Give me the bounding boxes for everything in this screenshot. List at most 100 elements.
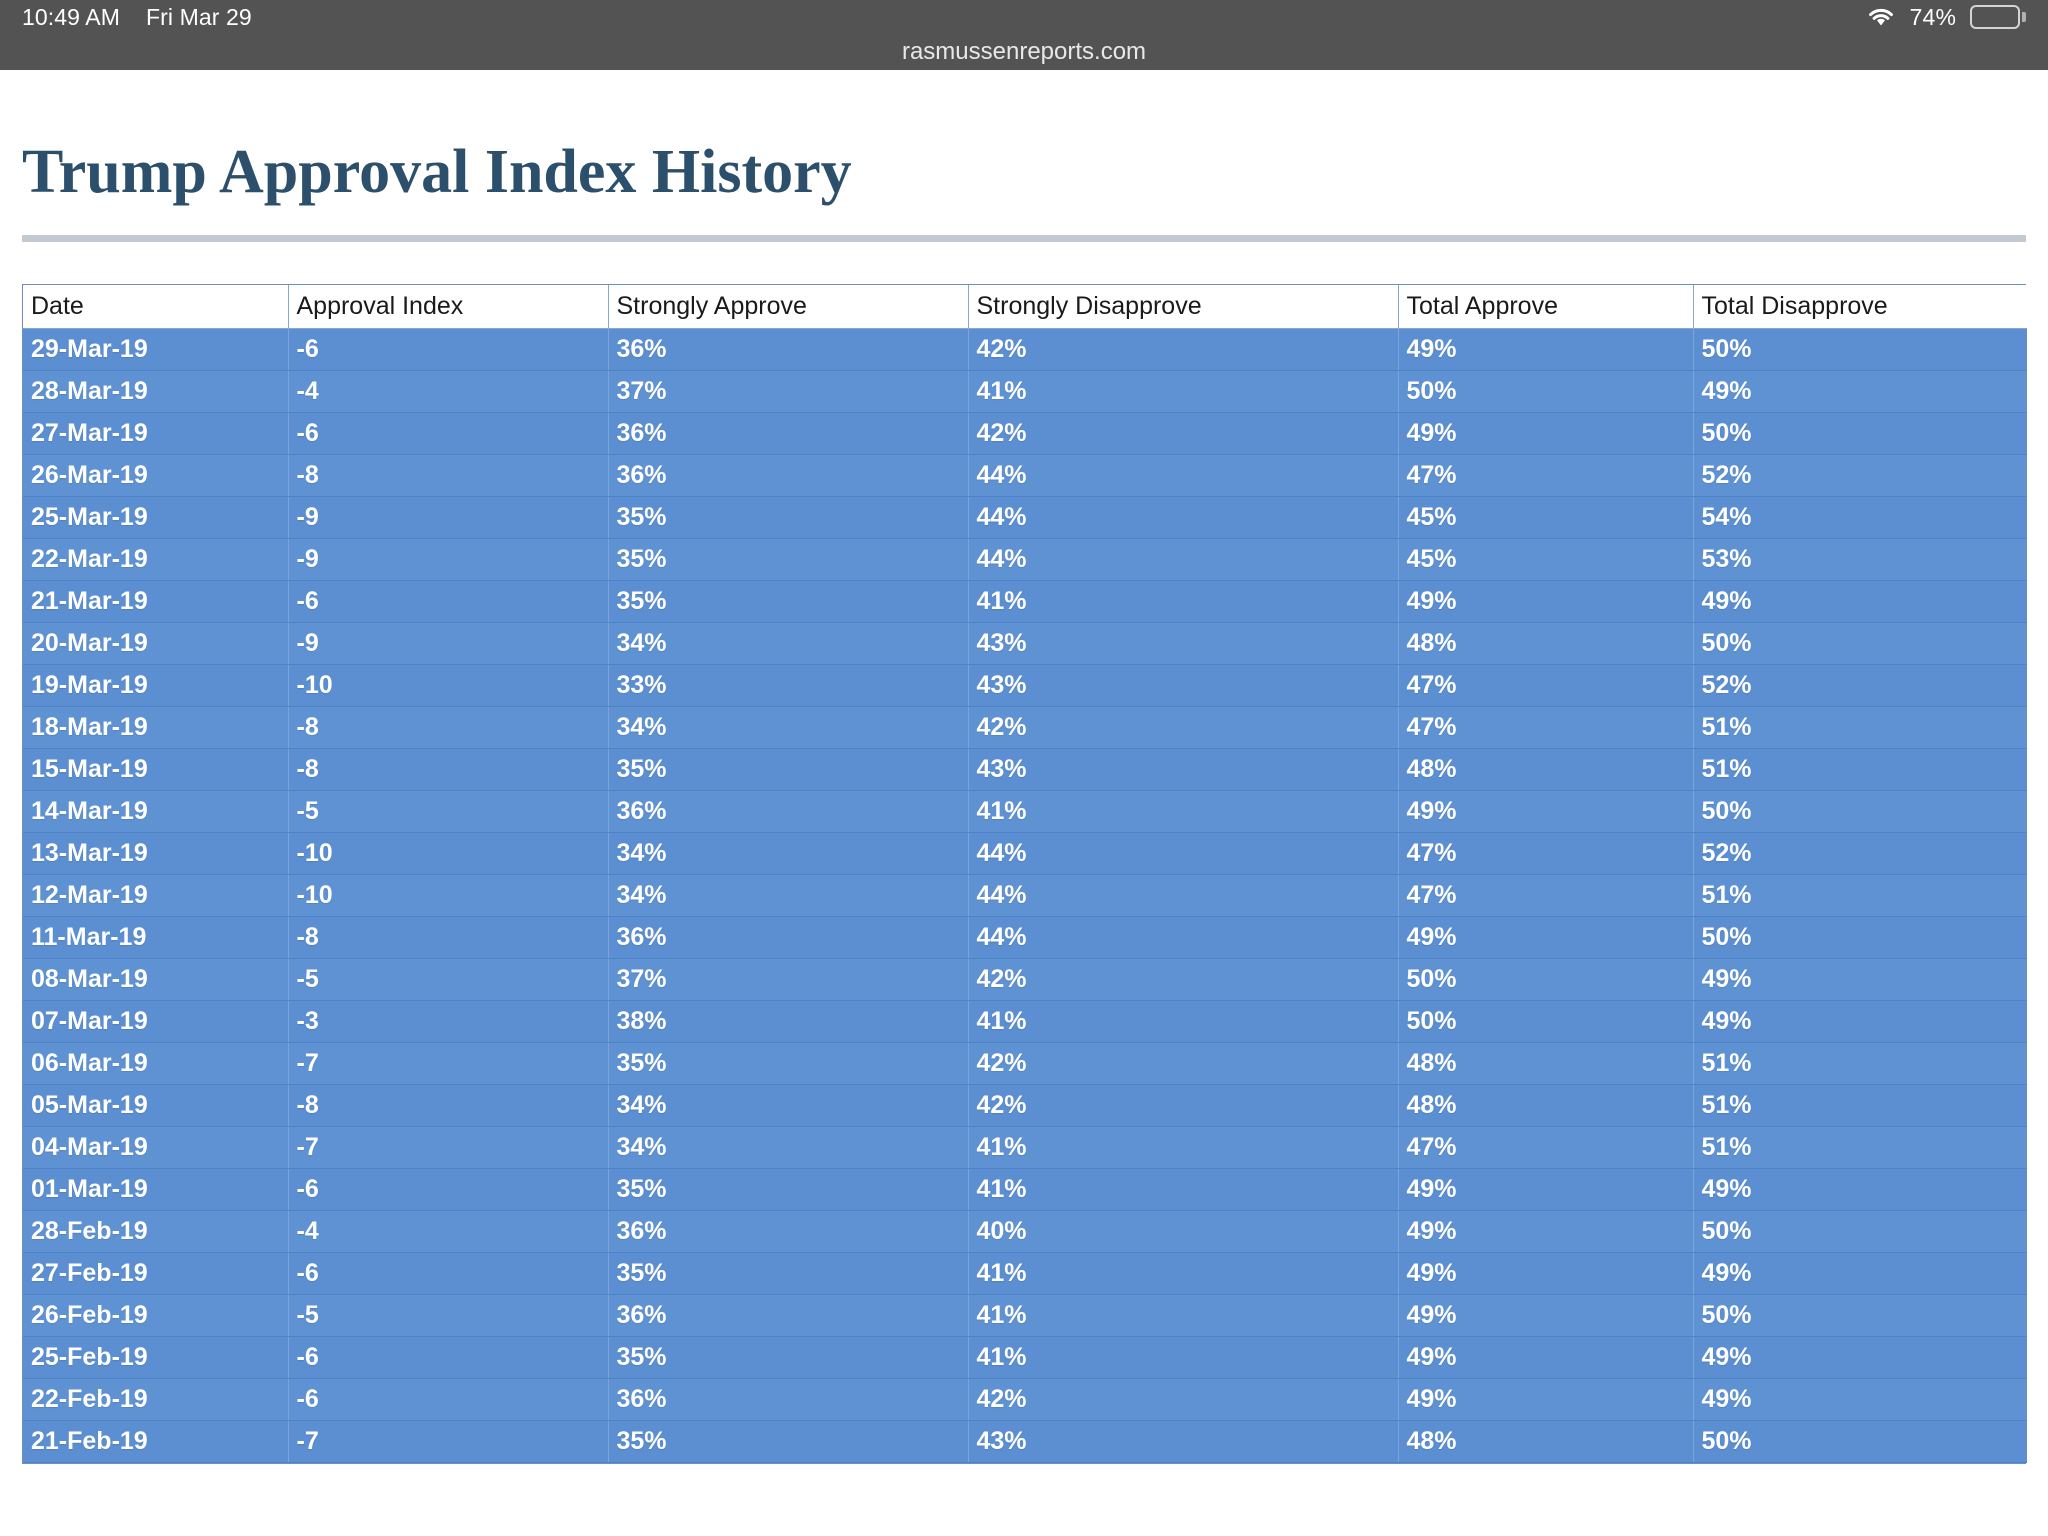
- cell-total-disapprove: 49%: [1693, 1252, 2027, 1296]
- table-row: 20-Mar-19 -9 34% 43% 48% 50%: [23, 622, 2027, 666]
- status-time: 10:49 AM: [22, 3, 120, 30]
- cell-date: 11-Mar-19: [23, 916, 289, 960]
- cell-strongly-disapprove: 41%: [968, 1168, 1399, 1212]
- cell-total-approve: 49%: [1398, 1210, 1694, 1254]
- cell-date: 27-Mar-19: [23, 412, 289, 456]
- cell-strongly-disapprove: 41%: [968, 1294, 1399, 1338]
- cell-strongly-approve: 36%: [608, 1294, 969, 1338]
- cell-strongly-disapprove: 44%: [968, 874, 1399, 918]
- table-row: 25-Feb-19 -6 35% 41% 49% 49%: [23, 1336, 2027, 1380]
- cell-total-disapprove: 49%: [1693, 1168, 2027, 1212]
- cell-total-approve: 49%: [1398, 412, 1694, 456]
- table-row: 13-Mar-19 -10 34% 44% 47% 52%: [23, 832, 2027, 876]
- cell-strongly-disapprove: 43%: [968, 748, 1399, 792]
- cell-total-approve: 49%: [1398, 580, 1694, 624]
- cell-strongly-disapprove: 44%: [968, 496, 1399, 540]
- table-row: 12-Mar-19 -10 34% 44% 47% 51%: [23, 874, 2027, 918]
- table-header: Date Approval Index Strongly Approve Str…: [23, 285, 2027, 330]
- cell-date: 01-Mar-19: [23, 1168, 289, 1212]
- cell-approval-index: -10: [288, 832, 609, 876]
- cell-total-disapprove: 49%: [1693, 1000, 2027, 1044]
- cell-date: 13-Mar-19: [23, 832, 289, 876]
- cell-approval-index: -5: [288, 790, 609, 834]
- cell-strongly-approve: 35%: [608, 538, 969, 582]
- cell-total-approve: 47%: [1398, 664, 1694, 708]
- cell-date: 20-Mar-19: [23, 622, 289, 666]
- cell-date: 21-Mar-19: [23, 580, 289, 624]
- cell-total-approve: 50%: [1398, 1000, 1694, 1044]
- cell-total-approve: 49%: [1398, 1294, 1694, 1338]
- cell-strongly-approve: 34%: [608, 1126, 969, 1170]
- cell-approval-index: -6: [288, 1252, 609, 1296]
- cell-total-approve: 47%: [1398, 874, 1694, 918]
- cell-total-approve: 49%: [1398, 1168, 1694, 1212]
- cell-total-disapprove: 53%: [1693, 538, 2027, 582]
- column-header-strongly-disapprove[interactable]: Strongly Disapprove: [968, 285, 1399, 330]
- cell-strongly-approve: 35%: [608, 1420, 969, 1464]
- cell-total-approve: 49%: [1398, 1336, 1694, 1380]
- cell-total-disapprove: 50%: [1693, 1294, 2027, 1338]
- status-date: Fri Mar 29: [145, 3, 252, 30]
- column-header-total-approve[interactable]: Total Approve: [1398, 285, 1694, 330]
- cell-total-disapprove: 50%: [1693, 1420, 2027, 1464]
- cell-strongly-approve: 34%: [608, 1084, 969, 1128]
- cell-strongly-disapprove: 43%: [968, 664, 1399, 708]
- cell-total-approve: 49%: [1398, 916, 1694, 960]
- table-row: 08-Mar-19 -5 37% 42% 50% 49%: [23, 958, 2027, 1002]
- column-header-total-disapprove[interactable]: Total Disapprove: [1693, 285, 2027, 330]
- cell-total-disapprove: 50%: [1693, 328, 2027, 372]
- table-row: 05-Mar-19 -8 34% 42% 48% 51%: [23, 1084, 2027, 1128]
- cell-strongly-approve: 38%: [608, 1000, 969, 1044]
- cell-date: 04-Mar-19: [23, 1126, 289, 1170]
- table-row: 22-Feb-19 -6 36% 42% 49% 49%: [23, 1378, 2027, 1422]
- table-row: 21-Feb-19 -7 35% 43% 48% 50%: [23, 1420, 2027, 1464]
- cell-strongly-approve: 36%: [608, 454, 969, 498]
- cell-strongly-approve: 35%: [608, 1336, 969, 1380]
- table-row: 29-Mar-19 -6 36% 42% 49% 50%: [23, 328, 2027, 372]
- cell-strongly-approve: 36%: [608, 1210, 969, 1254]
- status-bar-right: 74%: [1866, 4, 2026, 31]
- cell-date: 25-Feb-19: [23, 1336, 289, 1380]
- cell-total-disapprove: 50%: [1693, 790, 2027, 834]
- approval-history-table-wrapper: Date Approval Index Strongly Approve Str…: [22, 284, 2027, 1465]
- cell-total-disapprove: 51%: [1693, 874, 2027, 918]
- cell-approval-index: -6: [288, 1378, 609, 1422]
- cell-date: 15-Mar-19: [23, 748, 289, 792]
- cell-strongly-approve: 34%: [608, 874, 969, 918]
- cell-approval-index: -3: [288, 1000, 609, 1044]
- table-row: 06-Mar-19 -7 35% 42% 48% 51%: [23, 1042, 2027, 1086]
- column-header-strongly-approve[interactable]: Strongly Approve: [608, 285, 969, 330]
- column-header-date[interactable]: Date: [23, 285, 289, 330]
- table-row: 04-Mar-19 -7 34% 41% 47% 51%: [23, 1126, 2027, 1170]
- cell-strongly-disapprove: 42%: [968, 328, 1399, 372]
- cell-date: 26-Mar-19: [23, 454, 289, 498]
- cell-strongly-approve: 35%: [608, 1042, 969, 1086]
- table-row: 22-Mar-19 -9 35% 44% 45% 53%: [23, 538, 2027, 582]
- column-header-approval-index[interactable]: Approval Index: [288, 285, 609, 330]
- cell-approval-index: -9: [288, 538, 609, 582]
- cell-total-approve: 48%: [1398, 1420, 1694, 1464]
- cell-total-approve: 49%: [1398, 1378, 1694, 1422]
- page-title: Trump Approval Index History: [22, 138, 852, 206]
- cell-strongly-disapprove: 44%: [968, 916, 1399, 960]
- cell-date: 26-Feb-19: [23, 1294, 289, 1338]
- cell-strongly-disapprove: 42%: [968, 412, 1399, 456]
- cell-total-approve: 47%: [1398, 832, 1694, 876]
- browser-url-bar[interactable]: rasmussenreports.com: [0, 34, 2048, 70]
- cell-strongly-approve: 35%: [608, 580, 969, 624]
- cell-approval-index: -6: [288, 328, 609, 372]
- cell-strongly-approve: 35%: [608, 748, 969, 792]
- cell-strongly-disapprove: 42%: [968, 1042, 1399, 1086]
- cell-total-approve: 45%: [1398, 496, 1694, 540]
- table-row: 21-Mar-19 -6 35% 41% 49% 49%: [23, 580, 2027, 624]
- cell-total-disapprove: 50%: [1693, 916, 2027, 960]
- cell-date: 06-Mar-19: [23, 1042, 289, 1086]
- table-row: 11-Mar-19 -8 36% 44% 49% 50%: [23, 916, 2027, 960]
- table-row: 27-Feb-19 -6 35% 41% 49% 49%: [23, 1252, 2027, 1296]
- cell-total-disapprove: 49%: [1693, 958, 2027, 1002]
- table-row: 25-Mar-19 -9 35% 44% 45% 54%: [23, 496, 2027, 540]
- cell-total-disapprove: 50%: [1693, 1210, 2027, 1254]
- cell-date: 19-Mar-19: [23, 664, 289, 708]
- cell-strongly-disapprove: 41%: [968, 370, 1399, 414]
- cell-strongly-approve: 33%: [608, 664, 969, 708]
